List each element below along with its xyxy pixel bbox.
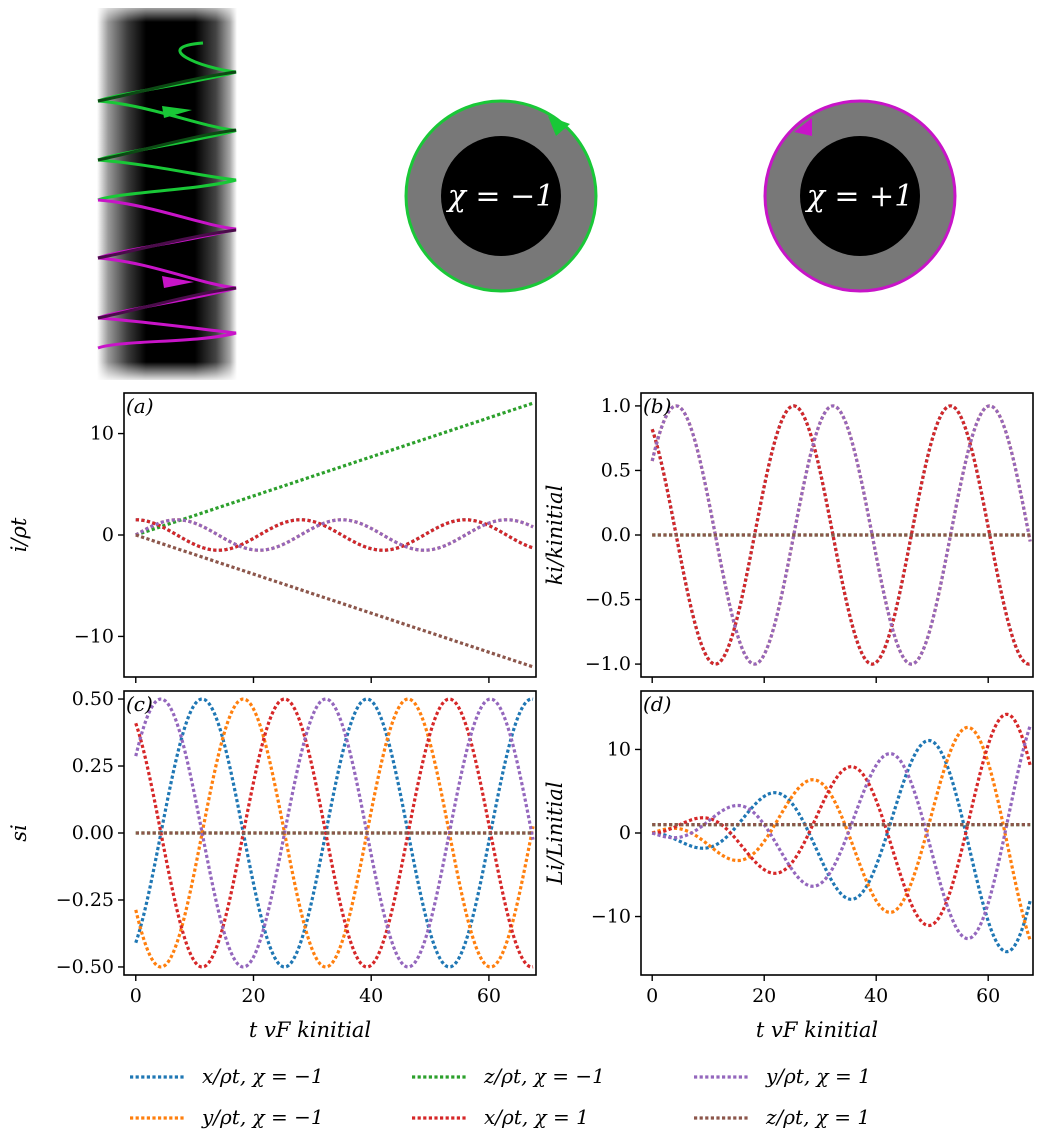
legend-label-5: z/ρt, χ = 1 [765, 1105, 870, 1129]
legend: x/ρt, χ = −1 y/ρt, χ = −1 z/ρt, χ = −1 x/ρt… [130, 1064, 871, 1129]
series-1-line [651, 725, 1032, 941]
helix-back-strand [97, 70, 237, 103]
helix-curve [97, 41, 237, 350]
y-tick-label: −0.5 [585, 589, 631, 611]
y-tick-label: −10 [591, 906, 631, 928]
y-tick-label: −0.50 [56, 956, 114, 978]
y-tick-label: 10 [90, 423, 114, 445]
series-4-line [134, 518, 534, 552]
y-tick-label: 1.0 [601, 395, 631, 417]
x-tick-label: 40 [864, 985, 888, 1007]
axes-frame [123, 392, 537, 678]
legend-label-1: y/ρt, χ = −1 [201, 1105, 324, 1129]
panel-label: (c) [126, 692, 153, 716]
plot-area [650, 404, 1032, 666]
series-5-line [135, 533, 534, 669]
chirality-label-left: χ = −1 [446, 179, 555, 214]
cylinder [97, 8, 237, 380]
panel-c: 0 20 40 60 −0.50 −0.25 0.00 0.25 0.50 (c) si t vF k… [7, 688, 537, 1042]
y-tick-label: −0.25 [56, 889, 114, 911]
x-axis-label: t vF kinitial [249, 1018, 371, 1042]
y-tick-label: −10 [74, 625, 114, 647]
y-axis-label: ki/kinitial [543, 485, 567, 586]
helix-arrow-minus-icon [162, 106, 192, 118]
panel-d: 0 20 40 60 −10 0 10 (d) Li/Linitial t vF kinitial [543, 690, 1034, 1042]
y-axis-label: Li/Linitial [543, 781, 567, 885]
y-tick-label: 0.00 [72, 822, 114, 844]
helix-back-strand [97, 128, 237, 162]
y-tick-label: 0 [102, 524, 114, 546]
series-4-line [651, 725, 1032, 941]
x-tick-label: 0 [646, 985, 658, 1007]
series-0-line [652, 738, 1032, 954]
series-3-line [650, 404, 1031, 666]
x-tick-label: 0 [130, 985, 142, 1007]
legend-label-4: y/ρt, χ = 1 [765, 1064, 871, 1088]
legend-label-2: z/ρt, χ = −1 [483, 1064, 605, 1088]
series-4-line [134, 697, 535, 969]
y-tick-label: 0.50 [72, 688, 114, 710]
series-1-line [134, 697, 535, 969]
panel-label: (d) [643, 692, 671, 716]
helix-strand [97, 316, 237, 350]
y-tick-label: 0.0 [601, 524, 631, 546]
panel-a: −10 0 10 (a) i/ρt [7, 392, 537, 683]
y-tick-label: −1.0 [585, 653, 631, 675]
x-tick-label: 60 [477, 985, 501, 1007]
helix-back-strand [97, 286, 237, 320]
core-chi-plus [800, 136, 920, 256]
axes-frame [640, 690, 1034, 976]
series-3-line [135, 518, 534, 552]
circle-chi-plus: χ = +1 [763, 99, 957, 293]
y-tick-label: 0 [619, 822, 631, 844]
y-tick-label: 0.5 [601, 459, 631, 481]
x-tick-label: 20 [752, 985, 776, 1007]
x-tick-label: 20 [241, 985, 265, 1007]
x-tick-label: 40 [359, 985, 383, 1007]
core-chi-minus [441, 136, 561, 256]
plot-area [134, 697, 535, 969]
legend-label-3: x/ρt, χ = 1 [484, 1105, 589, 1129]
series-3-line [652, 712, 1032, 928]
panel-label: (a) [126, 394, 154, 418]
legend-label-0: x/ρt, χ = −1 [202, 1064, 324, 1088]
helix-strand [97, 158, 237, 202]
helix-back-strand [97, 228, 237, 260]
chirality-label-right: χ = +1 [805, 179, 914, 214]
y-tick-label: 10 [607, 738, 631, 760]
panel-b: −1.0 −0.5 0.0 0.5 1.0 (b) ki/kinitial [543, 392, 1034, 683]
helix-illustration [97, 0, 237, 382]
x-tick-label: 60 [976, 985, 1000, 1007]
series-0-line [134, 697, 534, 969]
y-axis-label: si [7, 824, 31, 842]
y-axis-label: i/ρt [7, 517, 31, 552]
series-2-line [135, 401, 534, 537]
series-3-line [134, 697, 534, 969]
helix-arrow-plus-icon [162, 276, 194, 288]
x-axis-label: t vF kinitial [756, 1018, 878, 1042]
y-tick-label: 0.25 [72, 755, 114, 777]
panel-label: (b) [643, 394, 671, 418]
plot-area [651, 712, 1032, 954]
circle-chi-minus: χ = −1 [404, 99, 598, 293]
arrow-chi-plus-icon [794, 118, 812, 136]
plot-area [134, 401, 534, 669]
arrow-chi-minus-icon [548, 116, 570, 136]
